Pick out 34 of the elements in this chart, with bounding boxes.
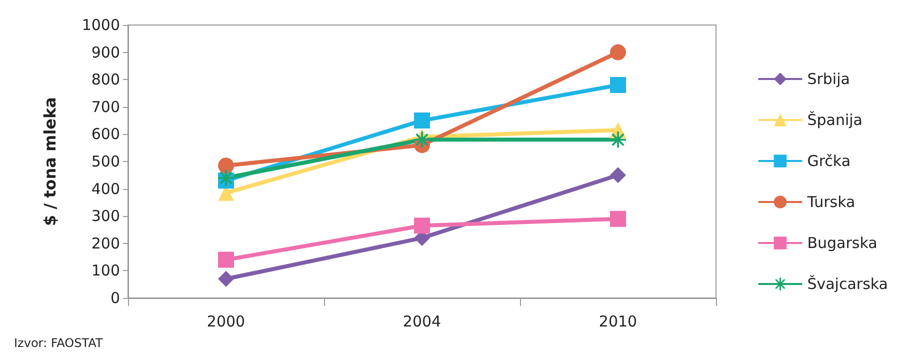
y-tick-label: 900 (91, 43, 120, 62)
point (414, 112, 430, 129)
point (610, 132, 626, 148)
point (610, 77, 626, 94)
point (218, 270, 234, 287)
x-tick-label: 2010 (598, 312, 638, 330)
y-axis-title: $ / tona mleka (40, 97, 60, 226)
legend-label: Španija (807, 111, 862, 129)
y-tick-label: 400 (91, 180, 120, 198)
x-tick-label: 2004 (402, 312, 442, 330)
legend-label: Turska (806, 193, 856, 211)
point (218, 170, 234, 186)
y-tick-label: 700 (91, 98, 120, 116)
y-tick-label: 1000 (82, 16, 120, 34)
y-tick-label: 200 (91, 234, 120, 252)
text: Izvor: FAOSTAT (14, 336, 104, 350)
y-tick-label: 100 (91, 262, 120, 280)
legend-label: Bugarska (807, 234, 878, 252)
point (414, 132, 430, 148)
point (218, 252, 234, 268)
y-tick-label: 600 (91, 125, 120, 144)
point (414, 218, 430, 234)
x-tick-label: 2000 (206, 312, 246, 330)
point (610, 167, 626, 184)
y-tick-label: 300 (91, 207, 120, 226)
legend-label: Grčka (807, 152, 851, 170)
point (610, 44, 626, 60)
point (218, 158, 234, 174)
y-tick-label: 0 (110, 289, 120, 307)
point (610, 210, 626, 227)
legend-label: Švajcarska (807, 275, 888, 293)
y-tick-label: 800 (91, 70, 120, 89)
y-tick-label: 500 (91, 152, 120, 170)
legend-label: Srbija (807, 70, 850, 88)
